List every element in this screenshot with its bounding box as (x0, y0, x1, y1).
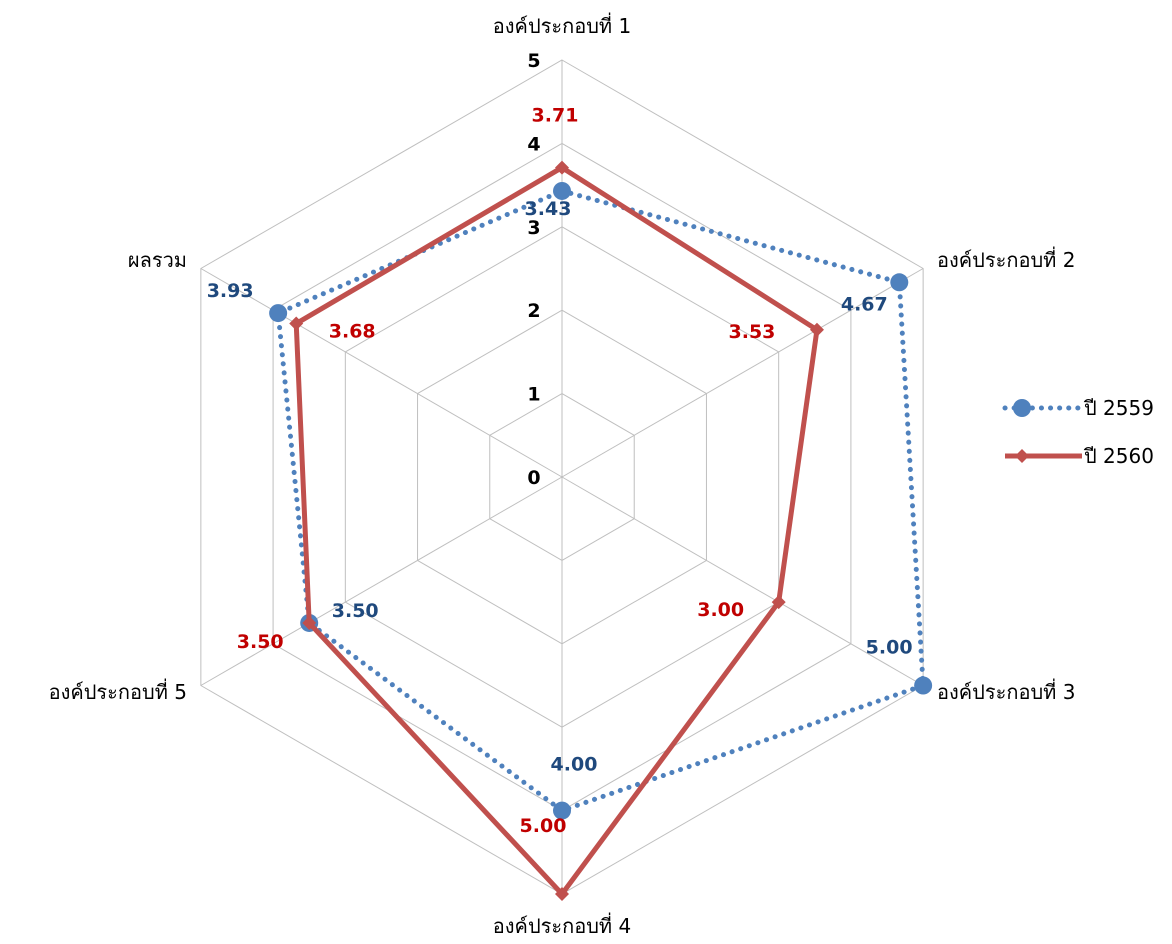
series-marker-2559-6 (269, 304, 288, 323)
series-line-2559 (275, 188, 926, 814)
data-label-2560-1: 3.71 (532, 105, 579, 127)
data-labels: 3.43 4.67 5.00 4.00 3.50 3.93 3.71 3.53 … (207, 105, 913, 837)
grid-spoke-3 (561, 476, 924, 686)
series-marker-2559-4 (553, 801, 571, 820)
series-marker-2560-4 (555, 887, 569, 901)
data-label-2560-4: 5.00 (520, 815, 567, 837)
tick-label-3: 3 (527, 217, 540, 239)
category-label-4: องค์ประกอบที่ 4 (493, 912, 631, 938)
series-layer (269, 160, 933, 901)
series-marker-2559-2 (890, 273, 909, 292)
data-label-2560-total: 3.68 (329, 321, 376, 343)
tick-label-5: 5 (527, 50, 540, 72)
legend-label-2560: ปี 2560 (1084, 444, 1154, 468)
grid-spoke-2 (561, 268, 924, 478)
data-label-2560-5: 3.50 (237, 631, 284, 653)
data-label-2560-2: 3.53 (729, 321, 776, 343)
series-marker-2560-6 (289, 316, 304, 331)
series-marker-2560-2 (809, 322, 824, 337)
category-label-3: องค์ประกอบที่ 3 (937, 678, 1075, 704)
radial-ticks: 0 1 2 3 4 5 (527, 50, 540, 489)
data-label-2559-3: 5.00 (866, 637, 913, 659)
legend: ปี 2559 ปี 2560 (1002, 396, 1154, 468)
grid-spoke-6 (200, 268, 563, 478)
data-label-2559-1: 3.43 (525, 198, 572, 220)
legend-label-2559: ปี 2559 (1084, 396, 1154, 420)
tick-label-2: 2 (527, 300, 540, 322)
series-line-2560 (293, 165, 820, 897)
series-marker-2559-1 (553, 181, 571, 200)
category-label-total: ผลรวม (128, 248, 187, 272)
tick-label-0: 0 (527, 467, 540, 489)
data-label-2560-3: 3.00 (697, 599, 744, 621)
data-label-2559-2: 4.67 (841, 293, 888, 315)
data-label-2559-total: 3.93 (207, 280, 254, 302)
category-label-2: องค์ประกอบที่ 2 (937, 246, 1075, 272)
category-label-5: องค์ประกอบที่ 5 (49, 678, 187, 704)
tick-label-1: 1 (527, 384, 540, 406)
legend-item-2559: ปี 2559 (1002, 396, 1154, 420)
series-marker-2559-3 (914, 676, 933, 695)
data-label-2559-4: 4.00 (551, 754, 598, 776)
tick-label-4: 4 (527, 133, 540, 155)
category-labels: องค์ประกอบที่ 1 องค์ประกอบที่ 2 องค์ประก… (49, 12, 1076, 938)
legend-item-2560: ปี 2560 (1005, 444, 1154, 468)
data-label-2559-5: 3.50 (332, 600, 379, 622)
series-marker-2560-5 (302, 615, 317, 630)
legend-marker-2559 (1013, 399, 1031, 417)
legend-marker-2560 (1015, 449, 1029, 463)
grid-spoke-5 (200, 476, 563, 686)
series-marker-2560-1 (555, 160, 569, 175)
series-marker-2560-3 (771, 595, 786, 610)
category-label-1: องค์ประกอบที่ 1 (493, 12, 631, 38)
